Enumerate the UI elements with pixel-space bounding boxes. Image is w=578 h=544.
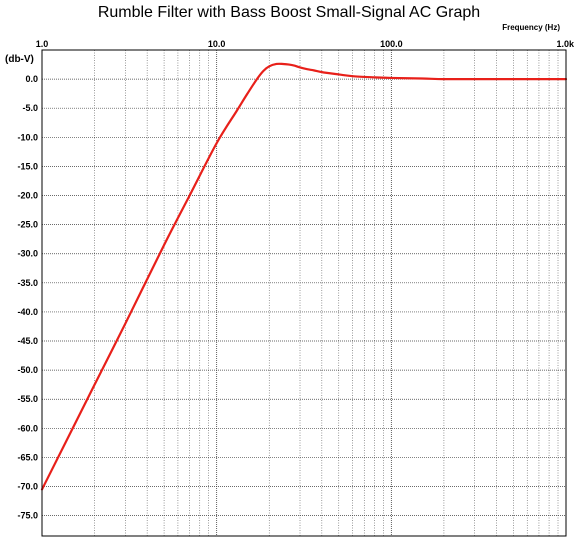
y-tick-label: 0.0 [25, 74, 38, 84]
y-tick-label: -60.0 [17, 423, 38, 433]
y-tick-label: -20.0 [17, 191, 38, 201]
x-tick-label: 1.0 [36, 39, 49, 49]
y-tick-label: -45.0 [17, 336, 38, 346]
y-tick-label: -15.0 [17, 161, 38, 171]
x-tick-label: 1.0k [556, 39, 575, 49]
plot-frame [41, 49, 567, 537]
y-tick-label: -75.0 [17, 511, 38, 521]
y-tick-label: -25.0 [17, 220, 38, 230]
y-tick-label: -35.0 [17, 278, 38, 288]
tick-labels: 1.0 10.0 100.0 1.0k 0.0 -5.0 -10.0 -15.0 -20.0 -2… [17, 39, 574, 521]
y-tick-label: -70.0 [17, 482, 38, 492]
series-line [40, 62, 568, 491]
y-tick-label: -30.0 [17, 249, 38, 259]
y-tick-label: -55.0 [17, 394, 38, 404]
chart-title: Rumble Filter with Bass Boost Small-Sign… [97, 4, 481, 21]
y-tick-label: -50.0 [17, 365, 38, 375]
y-tick-label: -5.0 [22, 103, 38, 113]
plot-background [42, 50, 566, 536]
x-tick-label: 100.0 [380, 39, 403, 49]
x-tick-label: 10.0 [208, 39, 226, 49]
y-axis-label: (db-V) [5, 54, 34, 65]
y-tick-label: -10.0 [17, 132, 38, 142]
y-tick-label: -65.0 [17, 452, 38, 462]
y-tick-label: -40.0 [17, 307, 38, 317]
series-layer [40, 62, 568, 491]
x-axis-label: Frequency (Hz) [502, 23, 560, 32]
grid-minor [94, 50, 559, 536]
